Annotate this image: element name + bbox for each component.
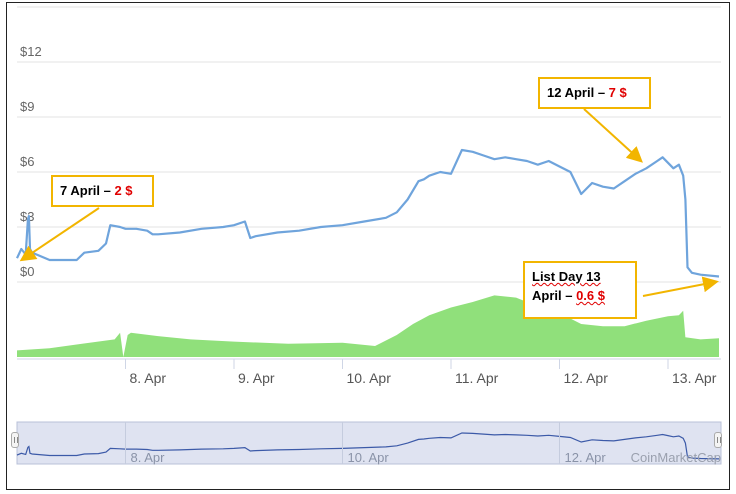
- annotation-arrows: [19, 108, 719, 297]
- navigator-window: [16, 421, 722, 465]
- annotation-12-april: 12 April – 7 $: [538, 77, 651, 109]
- y-tick-label: $6: [20, 154, 34, 169]
- y-tick-label: $0: [20, 264, 34, 279]
- x-tick-label: 11. Apr: [455, 370, 499, 386]
- annotation-value: 2 $: [114, 183, 133, 198]
- x-tick-label: 9. Apr: [238, 370, 275, 386]
- arrow-12-april: [583, 108, 643, 163]
- y-tick-label: $12: [20, 44, 42, 59]
- annotation-value: 0.6 $: [576, 288, 605, 303]
- x-axis: 8. Apr 9. Apr 10. Apr 11. Apr 12. Apr 13. Apr: [17, 358, 721, 386]
- annotation-7-april: 7 April – 2 $: [51, 175, 154, 207]
- navigator[interactable]: 8. Apr 10. Apr 12. Apr CoinMarketCap: [16, 421, 722, 465]
- grid-lines: [17, 6, 721, 283]
- navigator-tick-label: 8. Apr: [131, 450, 166, 465]
- annotation-line1: List Day 13: [532, 269, 601, 284]
- navigator-right-handle[interactable]: [714, 432, 722, 448]
- x-tick-label: 12. Apr: [564, 370, 609, 386]
- navigator-tick-label: 10. Apr: [348, 450, 390, 465]
- x-tick-label: 13. Apr: [672, 370, 717, 386]
- y-tick-label: $3: [20, 209, 34, 224]
- credit-text: CoinMarketCap: [631, 450, 721, 465]
- arrow-7-april: [19, 207, 100, 262]
- y-axis-labels: $15 $12 $9 $6 $3 $0: [20, 3, 42, 279]
- annotation-text: 7 April –: [60, 183, 115, 198]
- y-tick-label: $9: [20, 99, 34, 114]
- y-tick-label: $15: [20, 3, 42, 4]
- chart-frame: $15 $12 $9 $6 $3 $0 8. Apr 9. Apr 10. Apr 11. Ap…: [6, 2, 730, 490]
- price-line: [16, 148, 720, 278]
- x-tick-label: 8. Apr: [130, 370, 167, 386]
- x-tick-label: 10. Apr: [347, 370, 392, 386]
- price-series: [16, 148, 720, 278]
- annotation-value: 7 $: [608, 85, 627, 100]
- annotation-text: 12 April –: [547, 85, 609, 100]
- navigator-line: [16, 432, 720, 460]
- navigator-left-handle[interactable]: [11, 432, 19, 448]
- annotation-line2: April – 0.6 $: [532, 288, 605, 303]
- navigator-tick-label: 12. Apr: [565, 450, 607, 465]
- arrow-list-day: [642, 276, 719, 297]
- annotation-list-day: List Day 13 April – 0.6 $: [523, 261, 637, 319]
